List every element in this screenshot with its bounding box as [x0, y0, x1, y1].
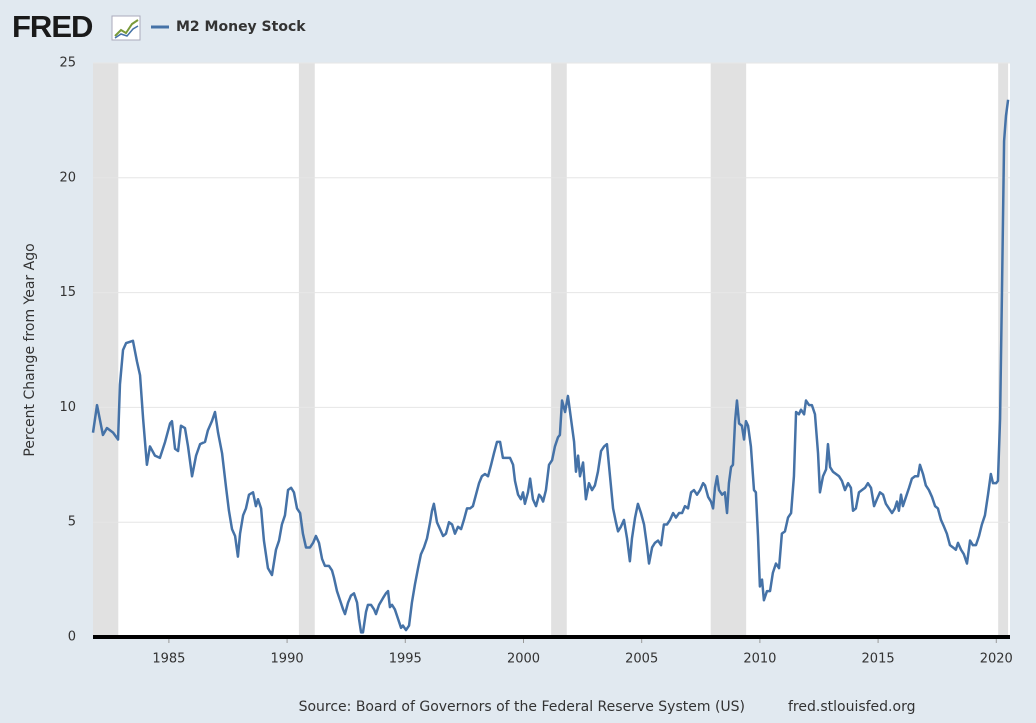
x-tick-label: 2010: [743, 652, 776, 667]
x-tick-label: 1990: [271, 652, 304, 667]
recession-band: [93, 63, 119, 637]
recession-band: [298, 63, 315, 637]
legend-label: M2 Money Stock: [176, 19, 306, 35]
data-line: [91, 99, 1010, 634]
x-tick-label: 2005: [625, 652, 658, 667]
y-tick-label: 20: [59, 170, 76, 185]
recession-band: [998, 63, 1009, 637]
y-tick-label: 15: [59, 285, 76, 300]
x-tick-label: 2000: [507, 652, 540, 667]
x-tick-label: 2020: [980, 652, 1013, 667]
logo: FRED: [12, 9, 93, 44]
y-tick-label: 5: [68, 515, 76, 530]
y-tick-label: 25: [59, 56, 76, 71]
logo-icon: [111, 15, 141, 41]
y-tick-label: 10: [59, 400, 76, 415]
y-tick-label: 0: [68, 630, 76, 645]
y-axis-label: Percent Change from Year Ago: [22, 243, 38, 456]
source-url: fred.stlouisfed.org: [788, 699, 915, 715]
source: Source: Board of Governors of the Federa…: [299, 699, 745, 715]
x-tick-label: 1995: [389, 652, 422, 667]
recession-band: [710, 63, 747, 637]
x-tick-label: 2015: [862, 652, 895, 667]
recession-band: [551, 63, 567, 637]
x-tick-label: 1985: [152, 652, 185, 667]
